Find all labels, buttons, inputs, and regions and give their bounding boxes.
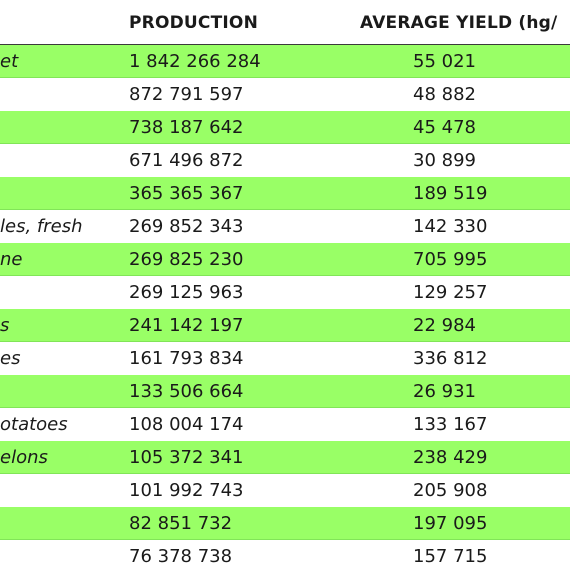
table-row: 671 496 872 30 899 (0, 144, 570, 177)
average-yield-cell: 189 519 (413, 183, 488, 204)
production-cell: 872 791 597 (129, 84, 244, 105)
table-row: s 241 142 197 22 984 (0, 309, 570, 342)
average-yield-cell: 55 021 (413, 51, 476, 72)
crop-name-cell: et (0, 51, 19, 72)
table-row: 365 365 367 189 519 (0, 177, 570, 210)
crop-name-cell: otatoes (0, 414, 68, 435)
crop-name-cell: les, fresh (0, 216, 83, 237)
production-cell: 269 125 963 (129, 282, 244, 303)
table-row: 133 506 664 26 931 (0, 375, 570, 408)
table-row: ne 269 825 230 705 995 (0, 243, 570, 276)
average-yield-cell: 336 812 (413, 348, 488, 369)
crop-name-cell: es (0, 348, 21, 369)
average-yield-cell: 133 167 (413, 414, 488, 435)
production-cell: 269 825 230 (129, 249, 244, 270)
crop-name-cell: s (0, 315, 10, 336)
average-yield-cell: 22 984 (413, 315, 476, 336)
table-body: et 1 842 266 284 55 021 872 791 597 48 882 73… (0, 45, 570, 573)
average-yield-cell: 205 908 (413, 480, 488, 501)
table-row: 738 187 642 45 478 (0, 111, 570, 144)
table-row: 82 851 732 197 095 (0, 507, 570, 540)
average-yield-cell: 30 899 (413, 150, 476, 171)
crop-name-cell: elons (0, 447, 48, 468)
production-cell: 105 372 341 (129, 447, 244, 468)
average-yield-cell: 26 931 (413, 381, 476, 402)
production-cell: 671 496 872 (129, 150, 244, 171)
average-yield-cell: 45 478 (413, 117, 476, 138)
average-yield-cell: 142 330 (413, 216, 488, 237)
average-yield-cell: 48 882 (413, 84, 476, 105)
production-cell: 76 378 738 (129, 546, 233, 567)
average-yield-cell: 238 429 (413, 447, 488, 468)
production-cell: 241 142 197 (129, 315, 244, 336)
production-cell: 738 187 642 (129, 117, 244, 138)
table-row: 872 791 597 48 882 (0, 78, 570, 111)
production-cell: 108 004 174 (129, 414, 244, 435)
crop-name-cell: ne (0, 249, 23, 270)
average-yield-cell: 129 257 (413, 282, 488, 303)
table-row: es 161 793 834 336 812 (0, 342, 570, 375)
average-yield-cell: 705 995 (413, 249, 488, 270)
production-cell: 133 506 664 (129, 381, 244, 402)
table-row: les, fresh 269 852 343 142 330 (0, 210, 570, 243)
average-yield-cell: 157 715 (413, 546, 488, 567)
table-row: et 1 842 266 284 55 021 (0, 45, 570, 78)
table-header-row: PRODUCTION AVERAGE YIELD (hg/ (0, 0, 570, 45)
production-cell: 1 842 266 284 (129, 51, 261, 72)
table-row: 269 125 963 129 257 (0, 276, 570, 309)
table-row: otatoes 108 004 174 133 167 (0, 408, 570, 441)
production-cell: 269 852 343 (129, 216, 244, 237)
average-yield-cell: 197 095 (413, 513, 488, 534)
table-row: elons 105 372 341 238 429 (0, 441, 570, 474)
header-average-yield: AVERAGE YIELD (hg/ (360, 13, 558, 33)
production-cell: 82 851 732 (129, 513, 233, 534)
production-cell: 161 793 834 (129, 348, 244, 369)
header-production: PRODUCTION (129, 13, 258, 33)
table-row: 101 992 743 205 908 (0, 474, 570, 507)
production-cell: 101 992 743 (129, 480, 244, 501)
table-row: 76 378 738 157 715 (0, 540, 570, 573)
production-cell: 365 365 367 (129, 183, 244, 204)
